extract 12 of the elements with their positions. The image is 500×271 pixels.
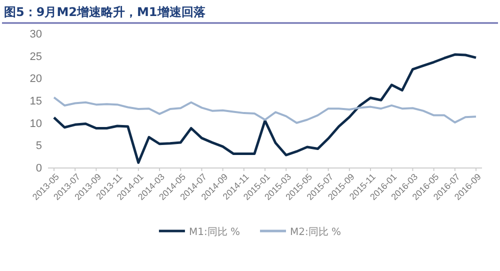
line-series (53, 96, 477, 124)
y-tick-label: 25 (30, 50, 42, 63)
legend-label: M1:同比 % (188, 226, 240, 238)
y-tick-label: 20 (30, 73, 42, 86)
legend-label: M2:同比 % (290, 226, 342, 238)
y-tick-label: 30 (30, 28, 42, 41)
y-tick-label: 0 (36, 162, 42, 175)
y-tick-label: 15 (30, 96, 42, 108)
y-tick-label: 10 (30, 118, 42, 130)
chart-title: 图5：9月M2增速略升，M1增速回落 (4, 5, 206, 19)
y-tick-label: 5 (36, 140, 42, 152)
line-series (52, 53, 478, 164)
